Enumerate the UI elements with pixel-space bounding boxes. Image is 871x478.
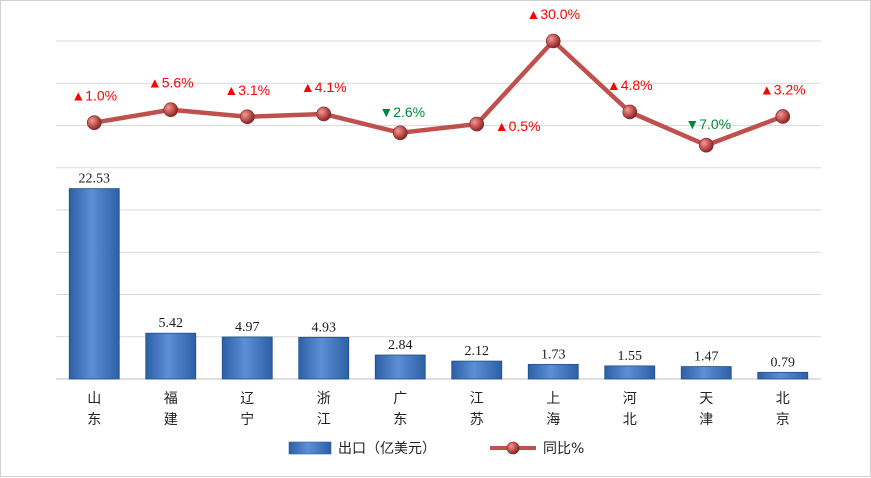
- category-label: 天: [699, 391, 713, 407]
- yoy-label: ▲4.1%: [301, 79, 347, 95]
- bar: [680, 366, 732, 380]
- bar-value-label: 22.53: [79, 172, 111, 187]
- bar-value-label: 1.73: [541, 347, 566, 362]
- bar-series: [68, 188, 809, 380]
- yoy-label: ▼2.6%: [379, 104, 425, 120]
- category-label: 江: [317, 412, 331, 428]
- yoy-label: ▲0.5%: [495, 118, 541, 134]
- legend-bar-label: 出口（亿美元）: [338, 441, 436, 457]
- category-label: 海: [546, 412, 560, 428]
- category-label: 苏: [470, 412, 484, 428]
- category-label: 津: [699, 412, 713, 428]
- bar: [298, 336, 350, 380]
- category-label: 北: [623, 412, 637, 428]
- yoy-label: ▲30.0%: [526, 6, 580, 22]
- legend-line-label: 同比%: [543, 441, 584, 457]
- category-label: 东: [87, 412, 101, 428]
- category-label: 东: [393, 412, 407, 428]
- category-label: 辽: [240, 391, 254, 407]
- category-label: 河: [623, 391, 637, 407]
- category-label: 福: [164, 391, 178, 407]
- bar-value-label: 1.55: [618, 349, 643, 364]
- bar-value-label: 4.93: [312, 320, 337, 335]
- line-series: [86, 33, 791, 153]
- bar: [221, 336, 273, 380]
- category-label: 北: [776, 391, 790, 407]
- bar-value-label: 1.47: [694, 350, 719, 365]
- bar: [68, 188, 120, 380]
- category-label: 山: [87, 391, 101, 407]
- category-label: 京: [776, 412, 790, 428]
- category-label: 宁: [240, 411, 254, 428]
- bar-value-label: 5.42: [159, 316, 184, 331]
- bar: [145, 332, 197, 380]
- bar: [604, 365, 656, 380]
- category-label: 上: [546, 391, 560, 407]
- bar: [451, 360, 503, 380]
- bar: [527, 363, 579, 380]
- yoy-point: [545, 33, 561, 49]
- category-label: 广: [393, 391, 407, 407]
- category-label: 浙: [317, 391, 331, 407]
- yoy-label: ▲3.2%: [760, 81, 806, 97]
- yoy-label: ▲5.6%: [148, 75, 194, 91]
- category-label: 江: [470, 391, 484, 407]
- bar-value-label: 4.97: [235, 320, 260, 335]
- yoy-label: ▲4.8%: [607, 77, 653, 93]
- bar-value-label: 2.84: [388, 338, 413, 353]
- yoy-label: ▼7.0%: [685, 116, 731, 132]
- yoy-point: [698, 137, 714, 153]
- yoy-point: [469, 116, 485, 132]
- bar: [374, 354, 426, 380]
- data-labels: 22.53 5.42 4.97 4.93 2.84 2.12 1.73 1.55 1.47 0.7…: [71, 6, 805, 370]
- yoy-point: [86, 115, 102, 130]
- legend: 出口（亿美元） 同比%: [288, 441, 584, 457]
- yoy-point: [775, 109, 791, 124]
- yoy-line: [93, 38, 784, 148]
- bar-value-label: 0.79: [771, 355, 796, 370]
- legend-bar-swatch: [288, 441, 332, 455]
- gridlines: [56, 40, 821, 380]
- legend-line-marker: [506, 441, 520, 455]
- yoy-label: ▲1.0%: [71, 88, 117, 104]
- bar-value-label: 2.12: [465, 344, 490, 359]
- yoy-point: [316, 106, 332, 122]
- yoy-label: ▲3.1%: [224, 82, 270, 98]
- yoy-point: [163, 102, 179, 118]
- yoy-point: [392, 125, 408, 141]
- category-label: 建: [164, 412, 178, 428]
- yoy-point: [622, 104, 638, 120]
- bar: [757, 371, 809, 380]
- yoy-point: [239, 109, 255, 125]
